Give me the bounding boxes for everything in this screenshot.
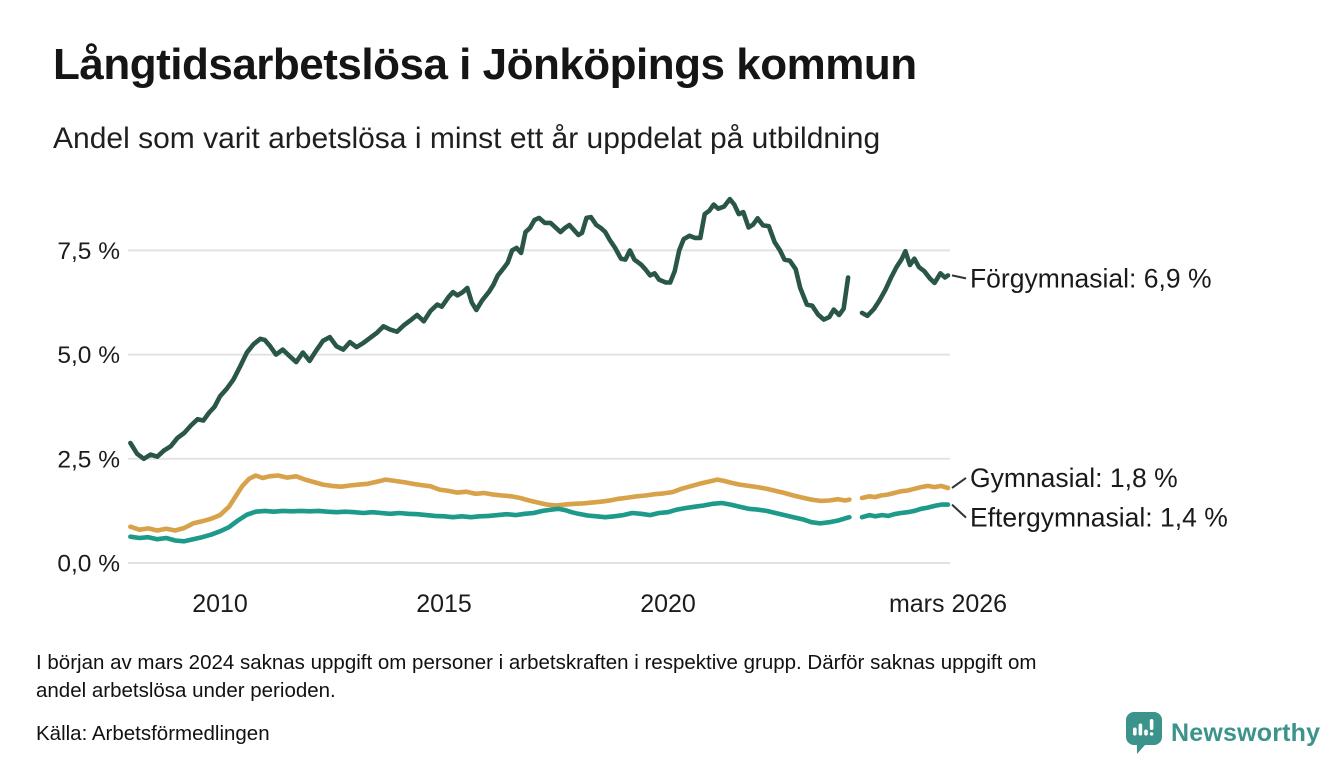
y-axis-tick-label: 5,0 % [57, 342, 120, 369]
y-axis-tick-label: 0,0 % [57, 551, 120, 578]
page-subtitle: Andel som varit arbetslösa i minst ett å… [53, 122, 881, 155]
x-axis-tick-label: 2020 [640, 590, 696, 618]
line-chart: 0,0 % 2,5 % 5,0 % 7,5 % 2010 2015 2020 mars 202… [57, 196, 1228, 618]
footnote-line: I början av mars 2024 saknas uppgift om … [36, 651, 1037, 674]
newsworthy-wordmark: Newsworthy [1171, 718, 1321, 747]
y-axis-tick-label: 2,5 % [57, 446, 120, 473]
series-line-gymnasial [859, 483, 951, 501]
x-axis-tick-label: mars 2026 [889, 590, 1007, 618]
speech-bubble-shape [1126, 712, 1162, 754]
label-connector [951, 503, 967, 519]
source-label: Källa: Arbetsförmedlingen [36, 722, 270, 745]
series-line-gymnasial [128, 473, 852, 533]
series-end-label: Förgymnasial: 6,9 % [970, 263, 1212, 293]
series-line-förgymnasial [859, 248, 951, 319]
series-line-förgymnasial [128, 196, 851, 462]
footnote: I början av mars 2024 saknas uppgift om … [36, 649, 1036, 705]
x-axis-tick-label: 2010 [192, 590, 248, 618]
series-end-label: Eftergymnasial: 1,4 % [970, 503, 1228, 533]
y-axis-tick-label: 7,5 % [57, 238, 120, 265]
series-line-eftergymnasial [859, 502, 951, 520]
x-axis-tick-label: 2015 [416, 590, 472, 618]
label-connector [951, 274, 967, 280]
newsworthy-chart-bubble-icon [1126, 712, 1162, 754]
page-title: Långtidsarbetslösa i Jönköpings kommun [53, 40, 917, 89]
newsworthy-logo: Newsworthy [1126, 712, 1320, 754]
footnote-line: andel arbetslösa under perioden. [36, 679, 336, 702]
series-end-label: Gymnasial: 1,8 % [970, 463, 1178, 493]
label-connector [951, 477, 967, 489]
series-line-eftergymnasial [128, 500, 852, 544]
